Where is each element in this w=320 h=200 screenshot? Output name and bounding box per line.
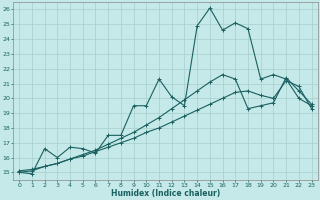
X-axis label: Humidex (Indice chaleur): Humidex (Indice chaleur): [111, 189, 220, 198]
